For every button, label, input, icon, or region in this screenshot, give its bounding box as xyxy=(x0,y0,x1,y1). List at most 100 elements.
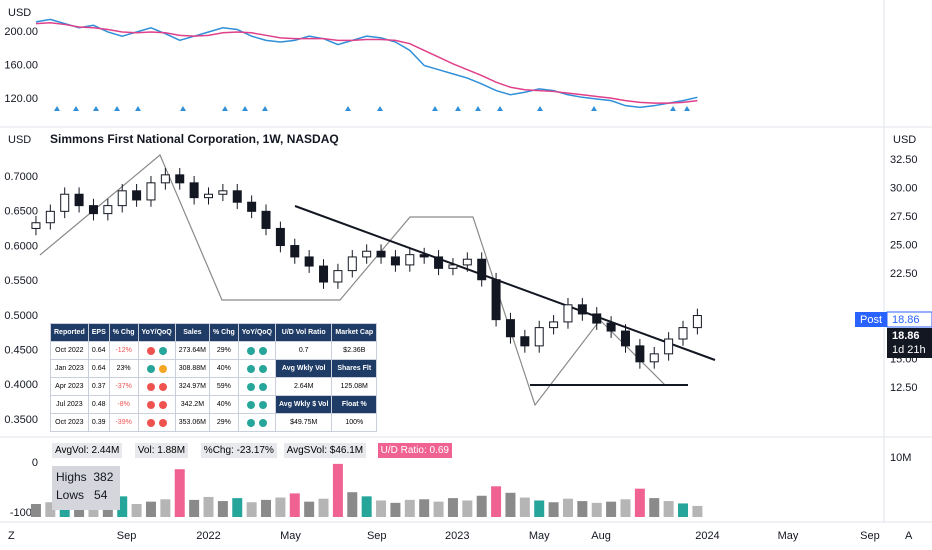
status-dot xyxy=(246,364,255,373)
candle-body xyxy=(333,270,343,283)
x-tick-label: 2023 xyxy=(445,530,469,542)
header-cell: Market Cap xyxy=(331,323,378,342)
header-cell: % Chg xyxy=(108,323,139,342)
table-cell: Float % xyxy=(331,395,378,414)
volume-bar xyxy=(217,501,228,517)
fundamentals-table: Reported EPS% Chg YoY/QoQ Sales% Chg YoY/QoQ… xyxy=(50,323,378,432)
volume-bar xyxy=(462,500,473,517)
volume-bar xyxy=(376,500,387,517)
y2-tick-label: 0.4000 xyxy=(4,379,38,391)
volume-bar xyxy=(606,501,617,517)
volume-bar xyxy=(361,496,372,517)
table-cell: 59% xyxy=(209,377,239,396)
lows-label: Lows xyxy=(56,488,85,502)
volume-bar xyxy=(145,501,156,517)
y2-tick-label: 0.4500 xyxy=(4,344,38,356)
volume-bar xyxy=(203,496,214,517)
candle-body xyxy=(534,327,544,347)
candle-body xyxy=(232,190,242,203)
header-cell: U/D Vol Ratio xyxy=(274,323,333,342)
x-tick-label: Sep xyxy=(367,530,387,542)
volume-bar xyxy=(419,499,430,517)
volume-bar xyxy=(246,502,257,517)
stat-chip: AvgVol: 2.44M xyxy=(52,443,123,458)
candle-body xyxy=(664,338,674,355)
status-dot xyxy=(258,400,267,409)
candle-body xyxy=(117,190,127,207)
candle-body xyxy=(74,193,84,207)
volume-bar xyxy=(562,498,573,517)
post-price-box xyxy=(886,311,932,328)
stat-chip: U/D Ratio: 0.69 xyxy=(377,443,452,458)
x-tick-label: May xyxy=(280,530,301,542)
candle-body xyxy=(60,193,70,212)
x-tick-label: May xyxy=(778,530,799,542)
volume-bar xyxy=(519,497,530,517)
x-tick-label: Sep xyxy=(860,530,880,542)
table-cell: -37% xyxy=(108,377,139,396)
candle-body xyxy=(635,345,645,363)
y2-tick-label: 0.6000 xyxy=(4,240,38,252)
table-cell: 100% xyxy=(331,413,378,432)
table-cell: 0.39 xyxy=(87,413,110,432)
volume-bar xyxy=(476,495,487,517)
table-row: Jan 2023 0.64 23% 308.88M 40% Avg Wkly Vol Sha… xyxy=(50,359,378,378)
candle-body xyxy=(218,190,228,195)
stat-chip: %Chg: -23.17% xyxy=(200,443,277,458)
candle-body xyxy=(31,222,41,229)
status-dot xyxy=(258,346,267,355)
table-cell: 2.64M xyxy=(274,377,333,396)
candle-body xyxy=(505,319,515,338)
candle-body xyxy=(419,254,429,258)
status-dot xyxy=(246,346,255,355)
candle-body xyxy=(477,258,487,281)
table-cell: 0.37 xyxy=(87,377,110,396)
status-dot xyxy=(158,400,167,409)
table-cell: $2.36B xyxy=(331,341,378,360)
dots-cell xyxy=(237,377,277,396)
currency-label: USD xyxy=(893,134,916,146)
candle-body xyxy=(376,250,386,258)
price-badge xyxy=(887,328,932,358)
signal-markers xyxy=(54,106,690,111)
last-price: 18.86 xyxy=(892,330,920,342)
lows-value: 54 xyxy=(94,488,108,502)
candle-body xyxy=(347,256,357,272)
y-tick-label: 25.00 xyxy=(890,239,918,251)
volume-bar xyxy=(318,498,329,517)
rs-line xyxy=(35,22,698,104)
volume-bar xyxy=(577,501,588,517)
x-tick-label: 2022 xyxy=(196,530,220,542)
table-cell: 40% xyxy=(209,395,239,414)
rs-tick-label: 200.00 xyxy=(4,26,38,38)
table-cell: $49.75M xyxy=(274,413,333,432)
y2-tick-label: 0.6500 xyxy=(4,206,38,218)
volume-bar xyxy=(649,498,660,517)
status-dot xyxy=(146,346,155,355)
table-cell: 342.2M xyxy=(174,395,211,414)
candle-body xyxy=(362,250,372,258)
status-dot xyxy=(146,418,155,427)
candle-body xyxy=(160,174,170,184)
volume-bar xyxy=(447,498,458,517)
volume-bar xyxy=(189,499,200,517)
header-cell: EPS xyxy=(87,323,110,342)
table-cell: 0.48 xyxy=(87,395,110,414)
volume-bar xyxy=(390,502,401,517)
table-row: Oct 2022 0.64 -12% 273.64M 29% 0.7 $2.36B xyxy=(50,341,378,360)
candle-body xyxy=(606,322,616,332)
candle-body xyxy=(405,254,415,266)
table-cell: Jul 2023 xyxy=(50,395,89,414)
highs-lows-box: Highs 382 Lows 54 xyxy=(52,466,120,510)
candle-body xyxy=(45,210,55,224)
candle-body xyxy=(132,190,142,201)
header-cell: Reported xyxy=(50,323,89,342)
table-header-row: Reported EPS% Chg YoY/QoQ Sales% Chg YoY/QoQ… xyxy=(50,323,378,342)
table-cell: 0.7 xyxy=(274,341,333,360)
corner-label: A xyxy=(905,530,913,542)
candle-body xyxy=(520,336,530,347)
candle-body xyxy=(103,205,113,215)
candle-body xyxy=(577,304,587,315)
volume-bar xyxy=(304,501,315,517)
